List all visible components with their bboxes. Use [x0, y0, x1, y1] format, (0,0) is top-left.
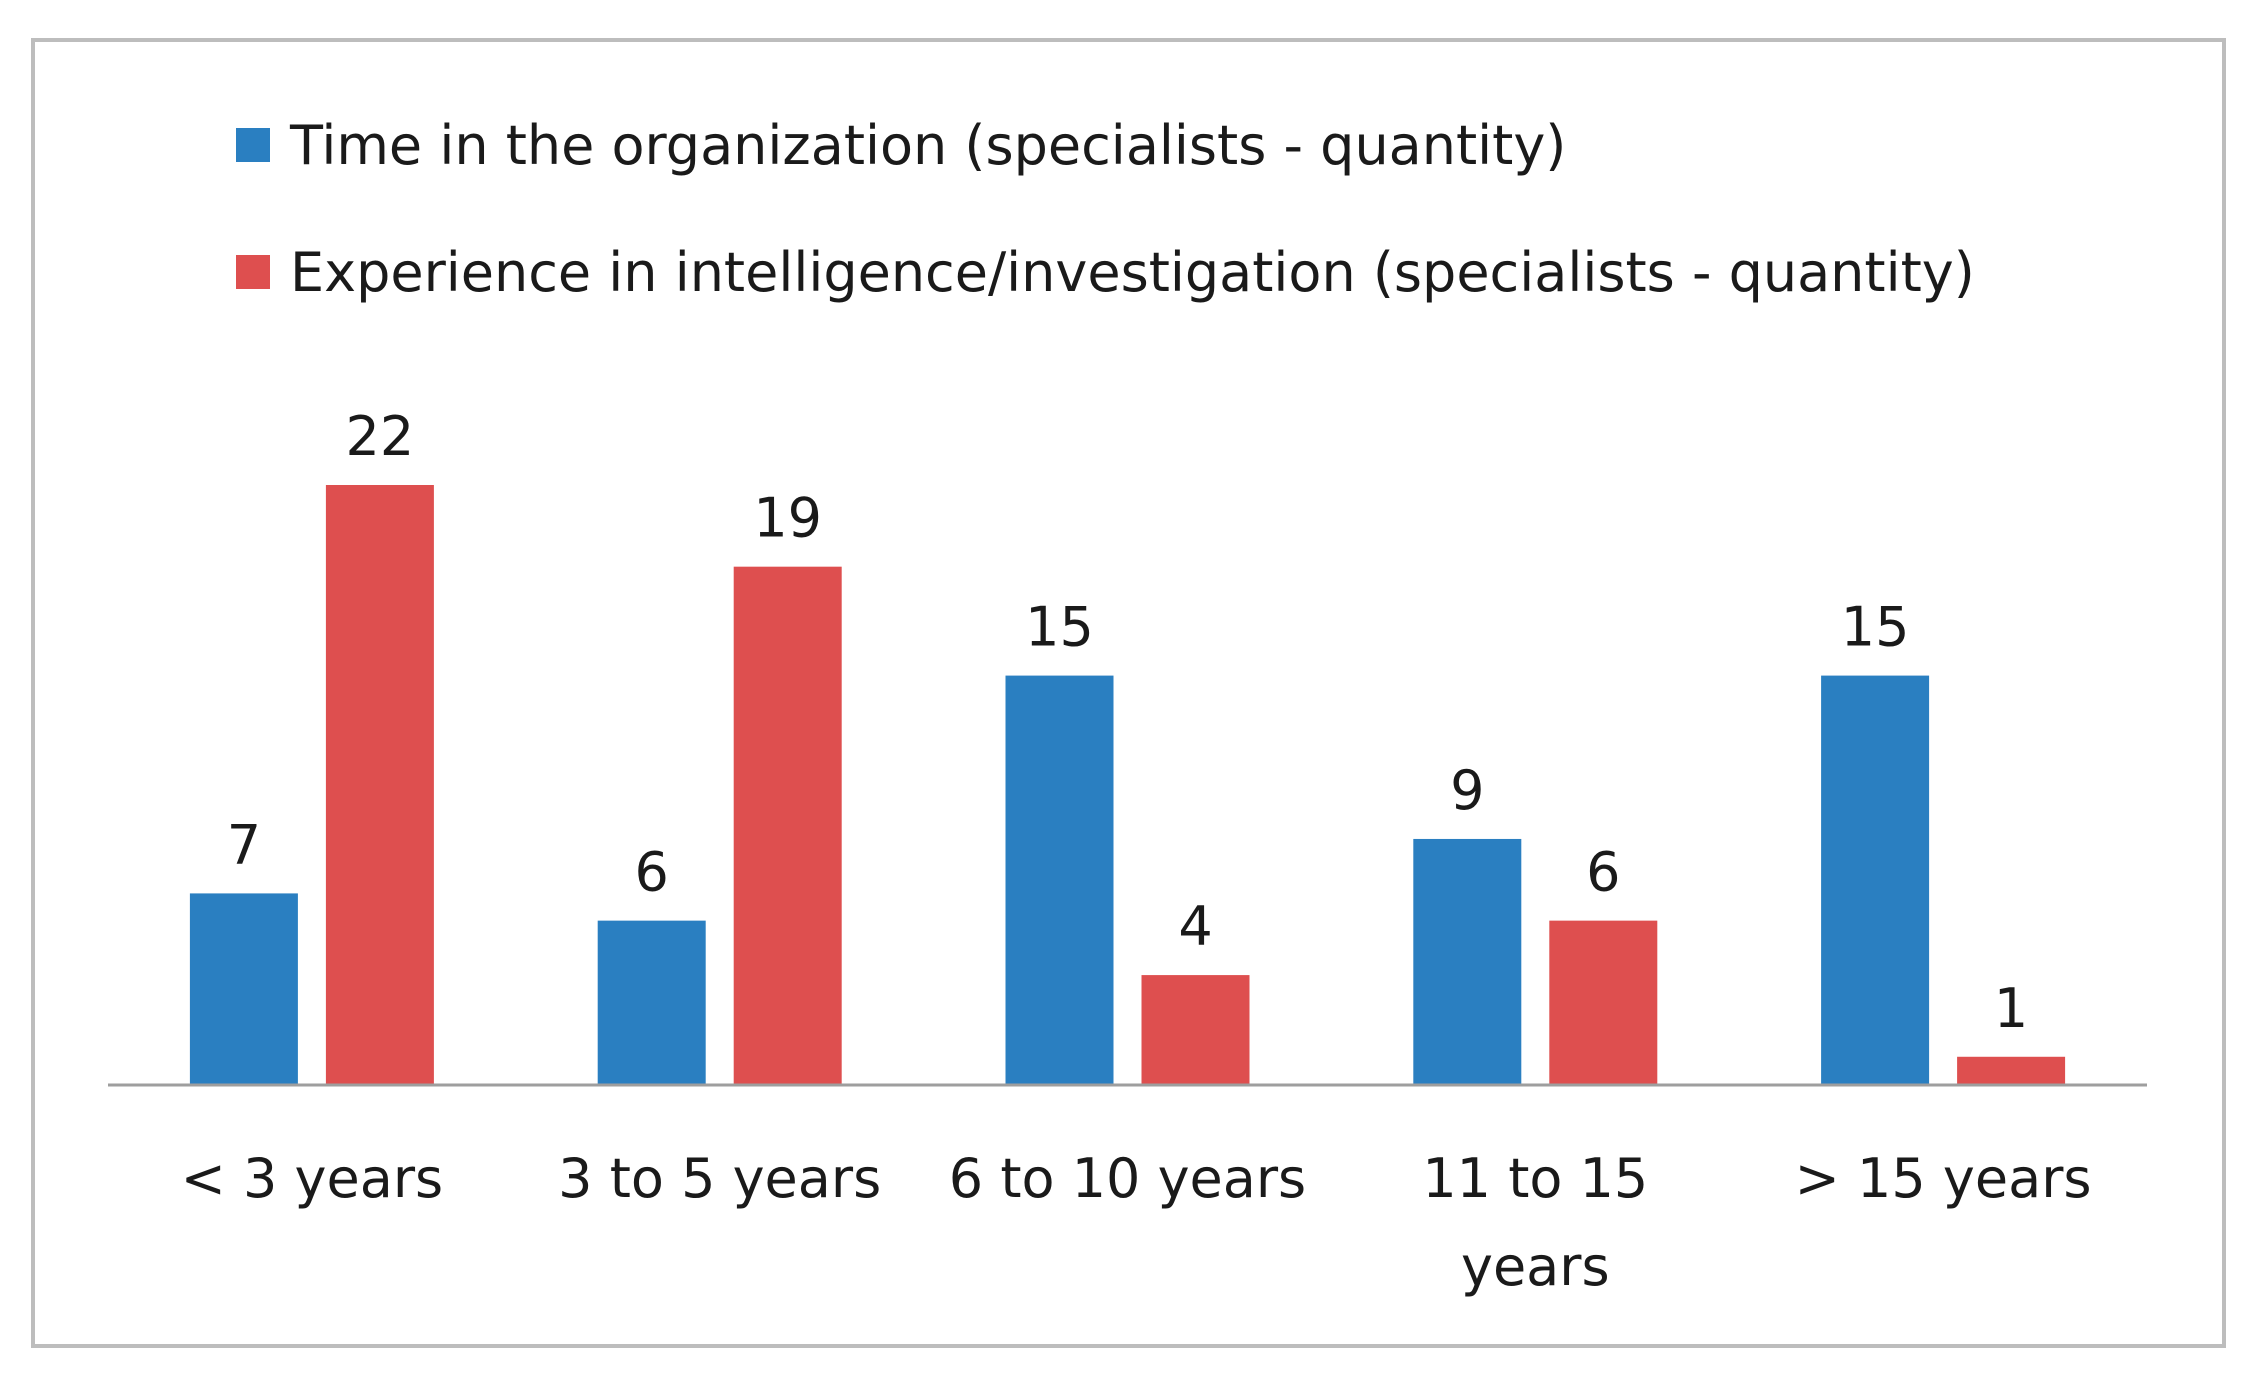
bar-series1-cat5	[1821, 675, 1930, 1084]
legend-label-2: Experience in intelligence/investigation…	[290, 241, 1975, 304]
category-label-4-line2: years	[1461, 1235, 1610, 1298]
legend-label-1: Time in the organization (specialists - …	[289, 114, 1566, 177]
bars	[189, 485, 2066, 1084]
bar-series1-cat2	[597, 920, 706, 1084]
bar-series1-cat3	[1005, 675, 1114, 1084]
data-label-series2-cat5: 1	[1994, 977, 2028, 1040]
bar-series2-cat3	[1141, 975, 1250, 1084]
category-label-2: 3 to 5 years	[558, 1147, 881, 1210]
bar-series2-cat1	[325, 485, 434, 1084]
data-label-series1-cat3: 15	[1025, 596, 1094, 659]
data-labels: 7 22 6 19 15 4 9 6 15 1	[227, 405, 2029, 1040]
bar-series1-cat1	[189, 893, 298, 1084]
data-label-series2-cat4: 6	[1586, 841, 1620, 904]
legend-swatch-1	[236, 128, 270, 162]
data-label-series2-cat3: 4	[1178, 895, 1212, 958]
bar-series2-cat4	[1549, 920, 1658, 1084]
data-label-series2-cat2: 19	[753, 487, 822, 550]
category-label-4-line1: 11 to 15	[1422, 1147, 1648, 1210]
data-label-series2-cat1: 22	[346, 405, 415, 468]
bar-series2-cat5	[1957, 1056, 2066, 1084]
data-label-series1-cat5: 15	[1841, 596, 1910, 659]
data-label-series1-cat2: 6	[635, 841, 669, 904]
bar-series1-cat4	[1413, 838, 1522, 1084]
category-label-5: > 15 years	[1795, 1147, 2092, 1210]
legend-swatch-2	[236, 255, 270, 289]
category-labels: < 3 years 3 to 5 years 6 to 10 years 11 to …	[181, 1147, 2092, 1298]
category-label-1: < 3 years	[181, 1147, 444, 1210]
data-label-series1-cat4: 9	[1450, 759, 1484, 822]
bar-series2-cat2	[733, 566, 842, 1084]
data-label-series1-cat1: 7	[227, 813, 261, 876]
category-label-3: 6 to 10 years	[949, 1147, 1306, 1210]
legend: Time in the organization (specialists - …	[236, 114, 1975, 304]
